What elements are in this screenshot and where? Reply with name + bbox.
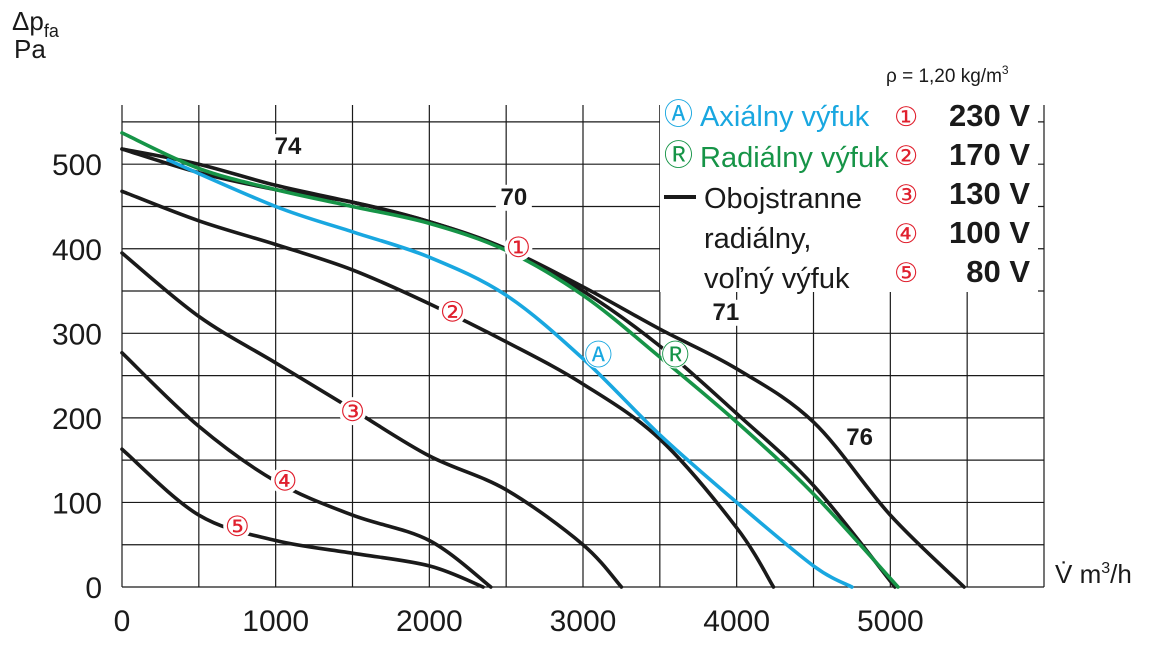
x-tick-label: 4000 <box>703 605 770 638</box>
series-line-130-v <box>120 251 624 589</box>
voltage-legend-label: 130 V <box>949 176 1030 211</box>
legend-background <box>660 92 1038 292</box>
legend-item-radial-label: Radiálny výfuk <box>700 142 889 174</box>
series-line-100-v <box>120 351 493 589</box>
y-tick-label: 100 <box>52 487 102 520</box>
curve-marker-background <box>223 512 252 541</box>
series-line-axi-lny-v-fuk <box>166 158 854 589</box>
y-tick-label: 0 <box>85 572 102 605</box>
voltage-legend: ① 230 V ② 170 V ③ 130 V ④ 100 V ⑤ 80 V <box>894 98 1030 289</box>
sound-level-label: 76 <box>846 424 873 451</box>
series-lines <box>120 131 966 589</box>
series-line-230-v <box>120 147 897 589</box>
legend-item-radial-symbol: Ⓡ <box>664 138 693 172</box>
series-line-80-v <box>120 447 485 589</box>
sound-level-label: 74 <box>275 133 302 160</box>
curve-marker-background <box>338 397 367 426</box>
y-axis-label: Δpfa <box>12 6 60 41</box>
x-tick-label: 2000 <box>396 605 463 638</box>
sound-level-label-background <box>269 134 306 161</box>
curve-marker-background <box>504 233 533 262</box>
tick-labels: 0 1000 2000 3000 4000 5000 0 100 200 300 400 500 <box>52 149 924 638</box>
y-axis-unit: Pa <box>14 34 46 64</box>
curve-marker: ⑤ <box>225 510 250 543</box>
sound-level-label-background <box>841 424 878 451</box>
x-tick-label: 0 <box>114 605 131 638</box>
sound-level-labels: 74 70 71 76 <box>269 133 878 451</box>
y-tick-label: 200 <box>52 403 102 436</box>
voltage-legend-symbol: ⑤ <box>894 258 918 289</box>
voltage-legend-symbol: ① <box>894 102 918 133</box>
y-tick-label: 300 <box>52 318 102 351</box>
sound-level-label: 70 <box>500 184 527 211</box>
curve-marker: ① <box>506 231 531 264</box>
y-tick-label: 400 <box>52 234 102 267</box>
voltage-legend-symbol: ④ <box>894 219 918 250</box>
curve-marker: ③ <box>340 395 365 428</box>
curve-marker: ② <box>440 295 465 328</box>
curve-markers: Ⓐ Ⓡ ① ② ③ ④⑤ <box>223 231 689 543</box>
legend-item-axial-symbol: Ⓐ <box>664 97 693 131</box>
voltage-legend-label: 170 V <box>949 137 1030 172</box>
x-tick-label: 1000 <box>242 605 309 638</box>
legend-item-axial-label: Axiálny výfuk <box>700 101 870 133</box>
sound-level-label-background <box>495 184 532 211</box>
voltage-legend-label: 80 V <box>966 254 1030 289</box>
curve-marker: Ⓐ <box>584 338 612 371</box>
voltage-legend-label: 100 V <box>949 215 1030 250</box>
curve-marker-background <box>661 340 690 369</box>
density-note: ρ = 1,20 kg/m3 <box>886 63 1009 87</box>
y-tick-label: 500 <box>52 149 102 182</box>
curve-marker-background <box>584 340 613 369</box>
x-tick-label: 5000 <box>857 605 924 638</box>
legend-item-free-outlet-line3: voľný výfuk <box>704 263 850 295</box>
series-line-radi-lny-v-fuk <box>120 131 900 589</box>
voltage-legend-label: 230 V <box>949 98 1030 133</box>
legend-item-free-outlet-line1: Obojstranne <box>704 183 862 215</box>
legend: Ⓐ Axiálny výfuk Ⓡ Radiálny výfuk Obojstr… <box>660 92 1038 295</box>
x-tick-label: 3000 <box>550 605 617 638</box>
curve-marker: ④ <box>272 464 297 497</box>
series-line-170-v <box>120 189 776 589</box>
legend-item-free-outlet-line2: radiálny, <box>704 223 811 255</box>
voltage-legend-symbol: ② <box>894 141 918 172</box>
curve-marker-background <box>270 466 299 495</box>
sound-level-label-background <box>707 299 744 326</box>
curve-marker-background <box>438 297 467 326</box>
curve-marker: Ⓡ <box>661 338 689 371</box>
sound-level-label: 71 <box>713 299 740 326</box>
x-axis-label: V̇ m3/h <box>1055 559 1132 589</box>
voltage-legend-symbol: ③ <box>894 180 918 211</box>
